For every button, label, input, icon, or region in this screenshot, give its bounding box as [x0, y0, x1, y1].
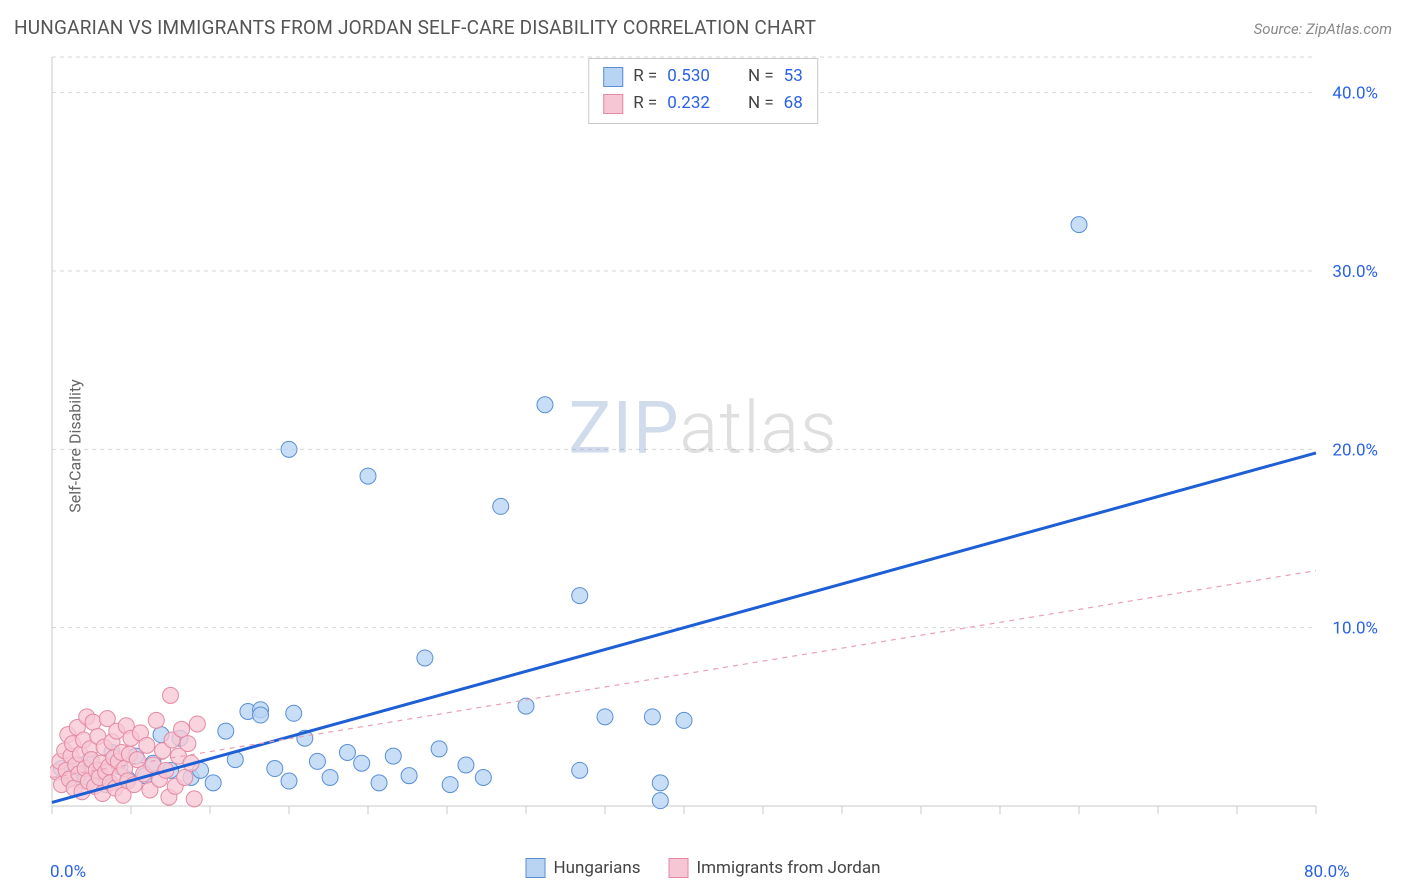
data-point	[180, 736, 196, 752]
data-point	[1071, 217, 1087, 233]
stat-n-value: 53	[784, 63, 803, 90]
data-point	[139, 737, 155, 753]
stats-row: R = 0.530 N = 53	[603, 63, 803, 90]
series-swatch	[603, 94, 623, 114]
data-point	[676, 712, 692, 728]
data-point	[417, 650, 433, 666]
trend-line	[52, 571, 1316, 778]
data-point	[322, 769, 338, 785]
data-point	[177, 769, 193, 785]
data-point	[401, 768, 417, 784]
data-point	[267, 761, 283, 777]
data-point	[442, 777, 458, 793]
scatter-chart: 10.0% 20.0% 30.0% 40.0%	[50, 55, 1386, 832]
data-point	[189, 716, 205, 732]
y-tick-label: 10.0%	[1332, 619, 1378, 639]
data-point	[597, 709, 613, 725]
stat-r-label: R =	[633, 90, 657, 117]
legend-label: Hungarians	[554, 858, 641, 878]
data-point	[652, 793, 668, 809]
data-point	[431, 741, 447, 757]
data-point	[339, 745, 355, 761]
source-name: ZipAtlas.com	[1306, 20, 1392, 38]
series-swatch	[526, 858, 546, 878]
data-point	[354, 755, 370, 771]
x-axis-min-label: 0.0%	[50, 862, 86, 882]
source-credit: Source: ZipAtlas.com	[1254, 20, 1392, 38]
data-point	[148, 712, 164, 728]
data-point	[475, 769, 491, 785]
stats-row: R = 0.232 N = 68	[603, 90, 803, 117]
data-point	[205, 775, 221, 791]
data-point	[85, 714, 101, 730]
data-point	[253, 707, 269, 723]
data-point	[458, 757, 474, 773]
data-point	[371, 775, 387, 791]
data-point	[281, 773, 297, 789]
data-point	[385, 748, 401, 764]
data-point	[572, 762, 588, 778]
stat-n-value: 68	[784, 90, 803, 117]
x-axis-max-label: 80.0%	[1304, 862, 1350, 882]
data-point	[186, 791, 202, 807]
data-point	[281, 441, 297, 457]
data-point	[163, 687, 179, 703]
stat-n-label: N =	[748, 90, 774, 117]
data-point	[493, 498, 509, 514]
data-point	[286, 705, 302, 721]
data-point	[360, 468, 376, 484]
title-bar: HUNGARIAN VS IMMIGRANTS FROM JORDAN SELF…	[14, 16, 1392, 39]
data-point	[572, 588, 588, 604]
data-point	[129, 752, 145, 768]
series-swatch	[603, 67, 623, 87]
plot-area: 10.0% 20.0% 30.0% 40.0%	[50, 55, 1386, 832]
series-swatch	[669, 858, 689, 878]
data-point	[174, 721, 190, 737]
y-tick-label: 40.0%	[1332, 84, 1378, 104]
bottom-legend: Hungarians Immigrants from Jordan	[526, 858, 881, 878]
stat-r-value: 0.232	[667, 90, 710, 117]
data-point	[652, 775, 668, 791]
data-point	[218, 723, 234, 739]
stat-r-value: 0.530	[667, 63, 710, 90]
y-tick-label: 30.0%	[1332, 262, 1378, 282]
source-prefix: Source:	[1254, 20, 1306, 38]
stats-legend-box: R = 0.530 N = 53 R = 0.232 N = 68	[588, 58, 818, 124]
legend-item: Immigrants from Jordan	[669, 858, 881, 878]
y-tick-label: 20.0%	[1332, 440, 1378, 460]
stat-n-label: N =	[748, 63, 774, 90]
data-point	[537, 397, 553, 413]
data-point	[644, 709, 660, 725]
legend-item: Hungarians	[526, 858, 641, 878]
legend-label: Immigrants from Jordan	[697, 858, 881, 878]
chart-title: HUNGARIAN VS IMMIGRANTS FROM JORDAN SELF…	[14, 16, 816, 39]
data-point	[309, 753, 325, 769]
stat-r-label: R =	[633, 63, 657, 90]
